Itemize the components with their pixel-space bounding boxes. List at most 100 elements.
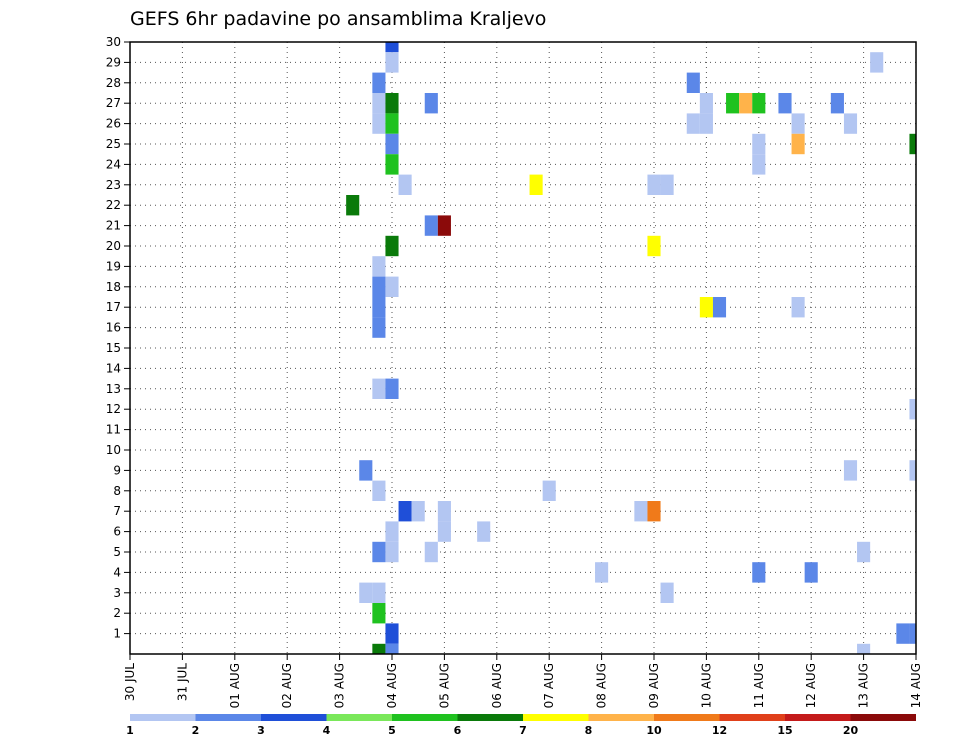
data-cells	[346, 42, 916, 654]
y-tick-label: 12	[106, 402, 121, 416]
colorbar-segment	[457, 714, 523, 721]
heatmap-cell	[372, 378, 386, 399]
heatmap-cell	[830, 93, 844, 114]
heatmap-cell	[752, 133, 766, 155]
colorbar-segment	[850, 714, 916, 721]
heatmap-cell	[529, 174, 543, 195]
heatmap-cell	[542, 480, 556, 501]
y-tick-label: 3	[113, 586, 121, 600]
heatmap-cell	[791, 297, 805, 318]
x-tick-label: 04 AUG	[385, 663, 399, 708]
grid-lines	[129, 41, 917, 654]
colorbar-label: 5	[388, 724, 396, 737]
heatmap-cell	[843, 460, 858, 481]
heatmap-cell	[372, 72, 386, 93]
colorbar-segment	[523, 714, 589, 721]
heatmap-cell	[372, 603, 386, 624]
heatmap-cell	[857, 541, 871, 563]
heatmap-cell	[385, 643, 399, 654]
heatmap-cell	[712, 297, 727, 318]
x-tick-label: 31 JUL	[175, 663, 189, 701]
heatmap-cell	[398, 174, 412, 195]
heatmap-cell	[385, 52, 399, 73]
y-tick-label: 27	[106, 96, 121, 110]
colorbar-label: 6	[454, 724, 462, 737]
colorbar-label: 12	[712, 724, 727, 737]
heatmap-cell	[385, 541, 399, 563]
y-tick-label: 24	[106, 157, 121, 171]
heatmap-cell	[385, 113, 399, 134]
heatmap-cell	[385, 378, 399, 399]
heatmap-cell	[385, 235, 399, 257]
heatmap-cell	[346, 195, 360, 216]
heatmap-cell	[752, 93, 766, 114]
x-axis: 30 JUL 31 JUL 01 AUG 02 AUG 03 AUG 04 AUG 05 A…	[123, 654, 923, 708]
y-tick-label: 20	[106, 239, 121, 253]
heatmap-cell	[424, 93, 438, 114]
heatmap-cell	[647, 174, 661, 195]
colorbar-label: 3	[257, 724, 265, 737]
x-tick-label: 06 AUG	[490, 663, 504, 708]
colorbar-label: 8	[585, 724, 593, 737]
y-tick-label: 22	[106, 198, 121, 212]
y-tick-label: 23	[106, 178, 121, 192]
y-tick-label: 7	[113, 504, 121, 518]
heatmap-cell	[372, 93, 386, 114]
heatmap-cell	[634, 501, 648, 522]
heatmap-cell	[372, 643, 386, 654]
heatmap-cell	[647, 235, 661, 257]
y-tick-label: 6	[113, 525, 121, 539]
heatmap-cell	[909, 399, 916, 420]
x-tick-label: 03 AUG	[333, 663, 347, 708]
colorbar-label: 1	[126, 724, 134, 737]
heatmap-cell	[385, 276, 399, 297]
heatmap-cell	[647, 501, 661, 522]
x-tick-label: 02 AUG	[280, 663, 294, 708]
heatmap-cell	[372, 317, 386, 338]
heatmap-cell	[791, 133, 805, 155]
x-tick-label: 11 AUG	[752, 663, 766, 708]
y-tick-label: 5	[113, 545, 121, 559]
heatmap-cell	[372, 113, 386, 134]
y-tick-label: 21	[106, 219, 121, 233]
y-tick-label: 30	[106, 35, 121, 49]
heatmap-cell	[385, 154, 399, 175]
heatmap-cell	[477, 521, 491, 542]
heatmap-cell	[437, 215, 451, 236]
heatmap-cell	[686, 72, 700, 93]
colorbar-segment	[719, 714, 785, 721]
heatmap-cell	[385, 93, 399, 114]
heatmap-cell	[804, 562, 818, 583]
chart-title: GEFS 6hr padavine po ansamblima Kraljevo	[130, 8, 546, 30]
colorbar-segment	[785, 714, 851, 721]
y-tick-label: 11	[106, 423, 121, 437]
y-axis: 1234567891011121314151617181920212223242…	[106, 35, 130, 641]
heatmap-cell	[372, 480, 386, 501]
heatmap-cell	[411, 501, 425, 522]
heatmap-cell	[372, 582, 386, 603]
heatmap-cell	[437, 501, 451, 522]
colorbar-segment	[195, 714, 261, 721]
heatmap-cell	[595, 562, 609, 583]
heatmap-cell	[909, 623, 916, 644]
heatmap-cell	[686, 113, 700, 134]
y-tick-label: 2	[113, 606, 121, 620]
y-tick-label: 16	[106, 321, 121, 335]
colorbar: 1 2 3 4 5 6 7 8 10 12 15 20	[126, 714, 916, 737]
colorbar-segment	[588, 714, 654, 721]
colorbar-label: 15	[777, 724, 792, 737]
heatmap-cell	[699, 93, 713, 114]
colorbar-segment	[261, 714, 327, 721]
y-tick-label: 8	[113, 484, 121, 498]
heatmap-cell	[909, 133, 916, 155]
colorbar-label: 4	[323, 724, 331, 737]
heatmap-cell	[660, 582, 674, 603]
y-tick-label: 15	[106, 341, 121, 355]
y-tick-label: 28	[106, 76, 121, 90]
heatmap-cell	[398, 501, 412, 522]
colorbar-label: 2	[192, 724, 200, 737]
heatmap-cell	[909, 460, 916, 481]
heatmap-cell	[372, 276, 386, 297]
colorbar-segment	[130, 714, 196, 721]
